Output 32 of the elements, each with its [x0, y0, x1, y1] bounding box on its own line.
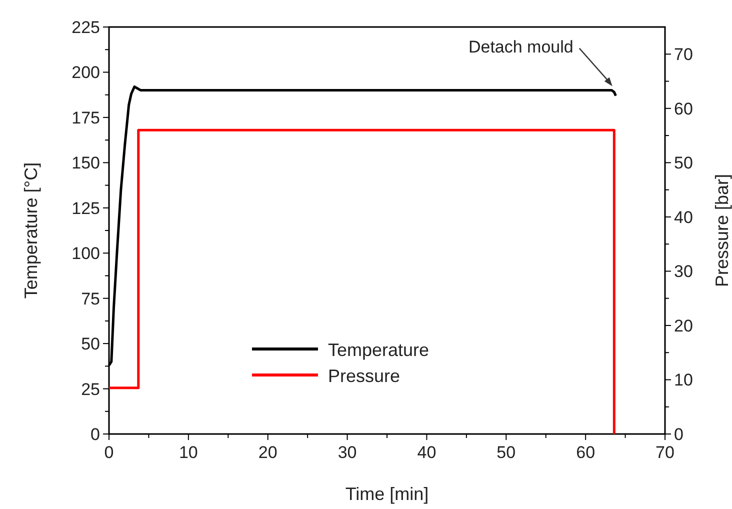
x-tick-label: 70 — [656, 443, 674, 462]
legend-label: Temperature — [328, 340, 430, 360]
y2-tick-label: 30 — [674, 262, 693, 282]
y-tick-label: 100 — [72, 244, 100, 264]
x-tick-label: 10 — [178, 443, 198, 462]
y2-tick-label: 10 — [674, 370, 693, 390]
y-tick-label: 50 — [81, 334, 100, 354]
y-tick-label: 125 — [72, 198, 100, 218]
y2-tick-label: 60 — [674, 99, 693, 118]
x-axis-title: Time [min] — [345, 484, 429, 504]
y2-tick-label: 40 — [674, 208, 693, 227]
x-tick-label: 30 — [338, 443, 357, 462]
legend-label: Pressure — [328, 366, 400, 386]
y-axis-title: Temperature [°C] — [21, 162, 41, 299]
x-tick-label: 20 — [258, 443, 278, 462]
y-tick-label: 200 — [72, 63, 100, 82]
x-tick-label: 50 — [496, 443, 516, 462]
annotation: Detach mould — [468, 37, 574, 56]
y-tick-label: 225 — [72, 18, 100, 37]
y2-tick-label: 70 — [674, 45, 693, 64]
y-tick-label: 175 — [72, 108, 100, 128]
y-tick-label: 75 — [81, 289, 100, 308]
y-tick-label: 0 — [90, 425, 100, 444]
y2-tick-label: 20 — [674, 316, 693, 336]
x-tick-label: 40 — [417, 443, 436, 462]
y-tick-label: 25 — [81, 380, 100, 399]
x-tick-label: 60 — [576, 443, 596, 462]
y2-tick-label: 50 — [674, 154, 693, 173]
y2-axis-title: Pressure [bar] — [712, 174, 732, 288]
x-tick-label: 0 — [104, 443, 114, 462]
y-tick-label: 150 — [72, 154, 100, 173]
y2-tick-label: 0 — [674, 425, 684, 444]
